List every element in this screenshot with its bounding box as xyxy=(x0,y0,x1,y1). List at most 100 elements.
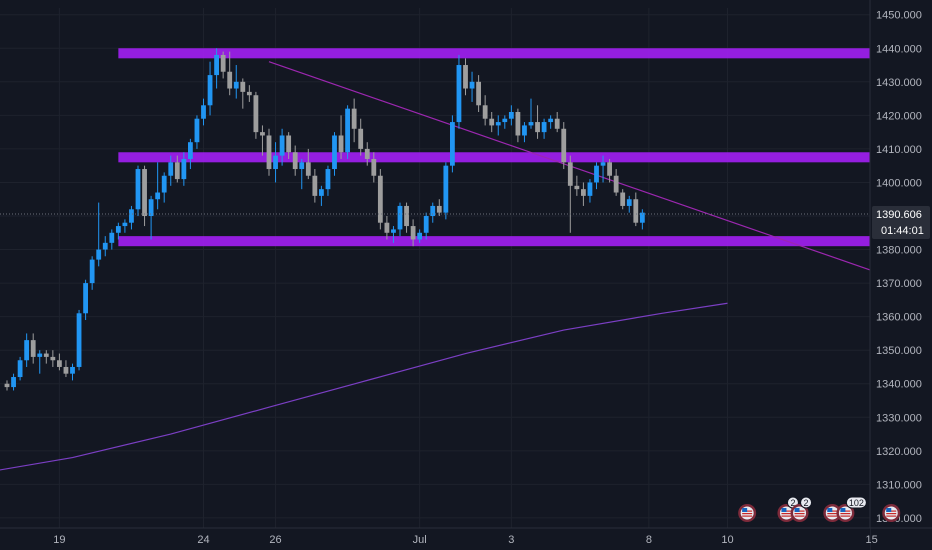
candle-body xyxy=(502,118,508,123)
economic-event-marker[interactable] xyxy=(738,504,757,522)
candle-body xyxy=(522,125,527,136)
candle-body xyxy=(436,205,442,213)
candle-body xyxy=(148,199,154,216)
time-tick-label: 10 xyxy=(721,534,733,546)
economic-event-marker[interactable] xyxy=(823,504,842,522)
candle-body xyxy=(515,112,521,136)
candle-body xyxy=(253,95,259,133)
candle-body xyxy=(135,169,141,210)
candle-body xyxy=(626,199,632,206)
candle-body xyxy=(325,169,331,190)
horizontal-zones[interactable] xyxy=(118,48,931,247)
candle-body xyxy=(345,108,350,153)
candle-body xyxy=(548,118,554,123)
candle-body xyxy=(122,222,128,227)
candle-body xyxy=(384,222,390,233)
time-tick-label: 15 xyxy=(865,534,877,546)
candle-body xyxy=(371,158,377,176)
candle-body xyxy=(600,162,606,166)
candle-body xyxy=(528,122,534,126)
flag-stripe xyxy=(794,513,805,515)
flag-stripe xyxy=(794,515,805,517)
candle-body xyxy=(43,353,49,357)
candle-body xyxy=(554,118,560,129)
candle-body xyxy=(142,169,147,216)
price-tag-background xyxy=(872,205,930,239)
candle-body xyxy=(168,162,174,176)
candle-body xyxy=(57,360,62,367)
price-tick-label: 1310.000 xyxy=(876,479,922,491)
candle-body xyxy=(174,162,180,180)
candle-body xyxy=(246,91,252,96)
candle-body xyxy=(332,135,337,170)
economic-event-marker[interactable]: 2 xyxy=(777,496,799,522)
candle-body xyxy=(260,132,265,136)
candle-body xyxy=(391,229,396,233)
horizontal-zone[interactable] xyxy=(118,236,931,247)
candle-body xyxy=(620,192,626,206)
candle-body xyxy=(220,54,226,72)
flag-canton xyxy=(840,508,846,512)
current-price-tag: 1390.606 01:44:01 xyxy=(872,205,930,239)
flag-stripe xyxy=(840,513,851,515)
candle-body xyxy=(83,283,88,314)
candle-body xyxy=(292,152,298,170)
candle-body xyxy=(607,162,612,176)
candle-body xyxy=(482,105,488,119)
candle-body xyxy=(312,175,318,196)
candle-body xyxy=(50,356,56,361)
bar-countdown-label: 01:44:01 xyxy=(881,225,924,237)
economic-event-marker[interactable]: 2 xyxy=(790,496,813,522)
moving-average xyxy=(0,302,728,471)
time-tick-label: 3 xyxy=(508,534,514,546)
flag-stripe xyxy=(742,515,753,517)
candle-body xyxy=(377,175,383,223)
candle-body xyxy=(17,360,23,378)
candle-body xyxy=(155,192,161,200)
candle-body xyxy=(561,128,567,163)
candle-body xyxy=(364,148,370,159)
time-tick-label: 8 xyxy=(646,534,652,546)
horizontal-zone[interactable] xyxy=(118,48,931,59)
horizontal-zone[interactable] xyxy=(118,152,931,163)
candle-body xyxy=(102,242,108,250)
time-tick-label: 19 xyxy=(53,534,65,546)
economic-events[interactable]: 2 2 102 xyxy=(738,496,901,522)
candle-body xyxy=(639,212,645,223)
candle-body xyxy=(11,377,16,388)
flag-stripe xyxy=(742,513,753,515)
candle-body xyxy=(273,155,278,170)
price-tick-label: 1430.000 xyxy=(876,77,922,89)
flag-canton xyxy=(886,508,892,512)
price-tick-label: 1410.000 xyxy=(876,144,922,156)
candle-body xyxy=(456,65,462,123)
price-tick-label: 1350.000 xyxy=(876,345,922,357)
candle-body xyxy=(214,54,219,76)
time-tick-label: 26 xyxy=(269,534,281,546)
price-tick-label: 1340.000 xyxy=(876,379,922,391)
candle-body xyxy=(63,366,69,374)
candle-body xyxy=(613,175,619,193)
candle-body xyxy=(194,118,200,143)
candle-body xyxy=(423,216,429,233)
candles xyxy=(4,48,645,391)
economic-event-marker[interactable]: 102 xyxy=(836,496,867,522)
candle-body xyxy=(443,165,449,213)
time-axis-panel[interactable] xyxy=(0,528,870,550)
economic-event-marker[interactable] xyxy=(882,504,901,522)
candle-body xyxy=(469,81,475,89)
price-axis-panel[interactable] xyxy=(870,0,932,550)
candle-body xyxy=(286,135,292,153)
flag-canton xyxy=(781,508,787,512)
event-count-label: 2 xyxy=(790,498,795,508)
flag-canton xyxy=(742,508,748,512)
candle-body xyxy=(358,128,364,149)
candle-body xyxy=(463,65,468,89)
candle-body xyxy=(489,118,495,126)
candle-body xyxy=(633,199,639,223)
candle-body xyxy=(279,135,285,156)
price-tick-label: 1380.000 xyxy=(876,245,922,257)
candle-body xyxy=(476,81,481,106)
price-tick-label: 1450.000 xyxy=(876,10,922,22)
